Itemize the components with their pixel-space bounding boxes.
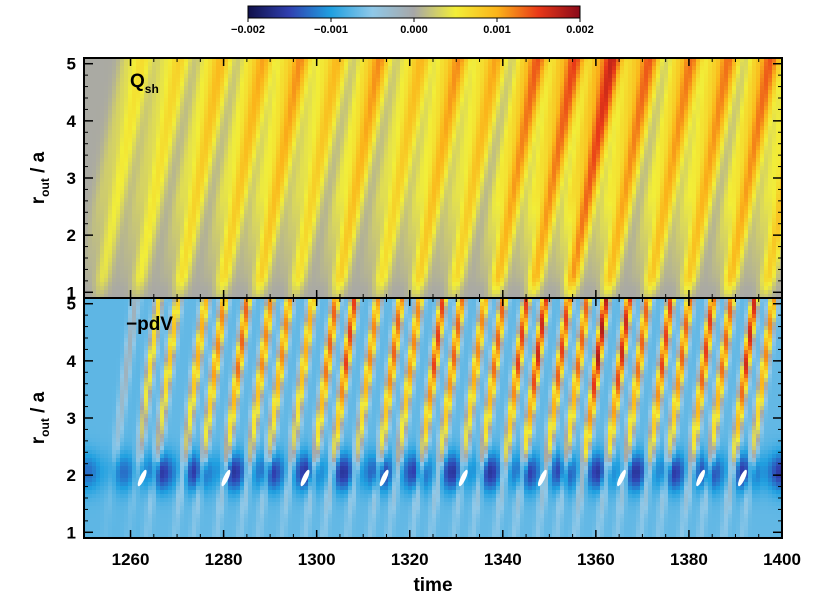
white-spot [300, 469, 310, 487]
white-spot [458, 469, 468, 487]
x-tick-label: 1320 [391, 550, 429, 569]
x-tick-label: 1300 [298, 550, 336, 569]
panel-top-label: Qsh [130, 71, 159, 96]
colorbar-gradient [247, 5, 581, 19]
x-tick-label: 1280 [205, 550, 243, 569]
x-tick-label: 1400 [763, 550, 801, 569]
y-tick-label: 3 [67, 169, 76, 188]
white-spot [221, 469, 231, 487]
panel-bottom-ylabel: rout / a [28, 391, 52, 444]
white-spot [537, 469, 547, 487]
y-tick-label: 4 [67, 112, 77, 131]
colorbar: −0.002 −0.001 0.000 0.001 0.002 [231, 5, 594, 36]
x-tick-label: 1260 [112, 550, 150, 569]
white-spot [738, 469, 747, 487]
colorbar-tick-label: −0.002 [231, 24, 265, 36]
y-tick-label: 3 [67, 409, 76, 428]
y-tick-label: 2 [67, 226, 76, 245]
y-tick-label: 5 [67, 55, 76, 74]
colorbar-tick-label: −0.001 [314, 24, 348, 36]
y-tick-label: 1 [67, 523, 76, 542]
y-tick-label: 2 [67, 466, 76, 485]
panel-bottom-heatmap [84, 298, 782, 538]
x-tick-label: 1340 [484, 550, 522, 569]
x-tick-label: 1380 [670, 550, 708, 569]
x-axis-label: time [413, 575, 452, 596]
y-tick-label: 4 [67, 352, 77, 371]
white-spot [137, 469, 147, 487]
y-tick-label: 5 [67, 295, 76, 314]
y-tick-label: 1 [67, 283, 76, 302]
colorbar-tick-label: 0.001 [483, 24, 511, 36]
white-spot [617, 469, 626, 487]
x-tick-label: 1360 [577, 550, 615, 569]
colorbar-tick-label: 0.002 [566, 24, 594, 36]
white-spot [696, 469, 705, 487]
panel-bottom-label: −pdV [126, 314, 173, 335]
white-spot [379, 469, 389, 487]
panel-top-ylabel: rout / a [28, 151, 52, 204]
panel-top-heatmap [84, 58, 782, 298]
colorbar-tick-label: 0.000 [400, 24, 428, 36]
